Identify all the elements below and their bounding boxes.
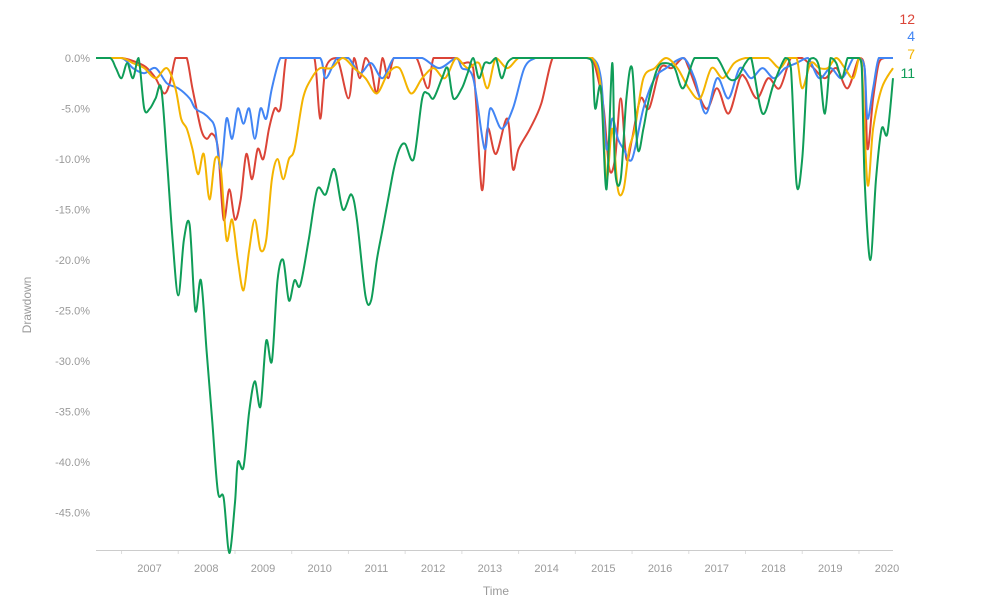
y-tick-label: -45.0%	[55, 508, 90, 520]
series-label-7: 7	[907, 46, 915, 62]
x-tick-label: 2007	[137, 563, 161, 575]
x-tick-label: 2014	[534, 563, 558, 575]
x-tick-label: 2016	[648, 563, 672, 575]
y-tick-label: -40.0%	[55, 457, 90, 469]
y-axis-title: Drawdown	[20, 277, 34, 334]
series-label-11: 11	[900, 65, 915, 81]
y-tick-label: -10.0%	[55, 154, 90, 166]
y-axis: 0.0% -5.0% -10.0% -15.0% -20.0% -25.0% -30.0% -…	[55, 53, 90, 520]
x-tick-label: 2009	[251, 563, 275, 575]
y-tick-label: -30.0%	[55, 356, 90, 368]
series-label-4: 4	[907, 28, 915, 44]
y-tick-label: -5.0%	[61, 104, 90, 116]
series-line-4	[95, 56, 893, 171]
y-tick-label: -35.0%	[55, 407, 90, 419]
y-tick-label: -15.0%	[55, 205, 90, 217]
x-tick-label: 2013	[478, 563, 502, 575]
x-axis: 2007 2008 2009 2010 2011 2012 2013 2014 2015 2016…	[121, 550, 899, 575]
x-tick-label: 2018	[761, 563, 785, 575]
x-axis-title: Time	[483, 584, 510, 598]
x-tick-label: 2012	[421, 563, 445, 575]
series-line-11	[95, 56, 894, 555]
series-line-12	[95, 56, 893, 222]
y-tick-label: 0.0%	[65, 53, 90, 65]
x-tick-label: 2015	[591, 563, 615, 575]
x-tick-label: 2019	[818, 563, 842, 575]
series-end-labels: 124 7 11	[899, 11, 915, 81]
x-tick-label: 2011	[365, 563, 389, 575]
series-lines	[95, 56, 894, 555]
y-tick-label: -25.0%	[55, 306, 90, 318]
y-tick-label: -20.0%	[55, 255, 90, 267]
series-line-7	[95, 56, 894, 292]
x-tick-label: 2017	[705, 563, 729, 575]
series-label-12: 12	[899, 11, 915, 27]
x-tick-label: 2010	[307, 563, 331, 575]
x-tick-label: 2020	[875, 563, 899, 575]
x-tick-label: 2008	[194, 563, 218, 575]
